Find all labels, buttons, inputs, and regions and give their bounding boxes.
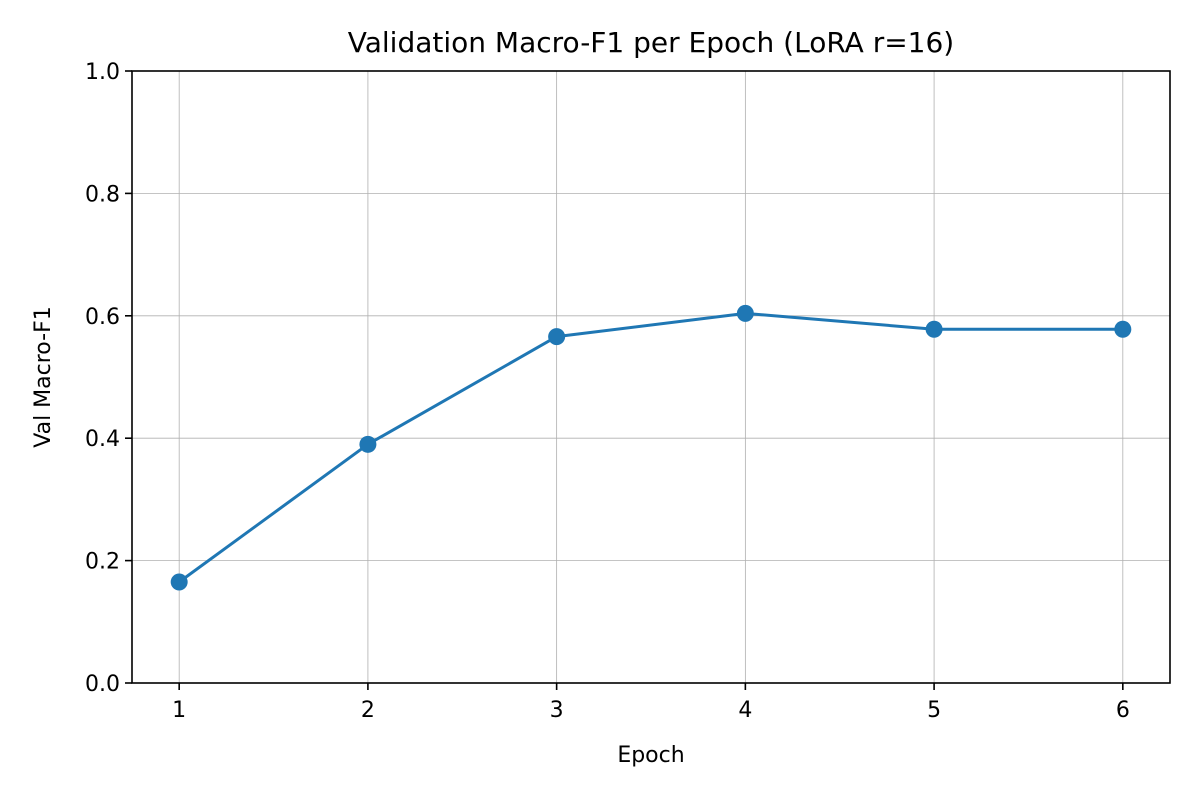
data-point-marker [548, 328, 566, 346]
plot-area-frame [131, 70, 1171, 684]
y-tick-label: 0.4 [85, 427, 120, 452]
y-tick-label: 0.0 [85, 672, 120, 697]
x-axis-title: Epoch [617, 743, 684, 768]
x-tick-label: 6 [1116, 698, 1130, 723]
y-tick-label: 0.2 [85, 550, 120, 575]
y-tick-label: 0.8 [85, 182, 120, 207]
series-layer [170, 304, 1132, 591]
y-tick-label: 1.0 [85, 60, 120, 85]
x-tick-label: 4 [738, 698, 752, 723]
y-axis-title: Val Macro-F1 [31, 306, 56, 448]
axis-ticks: 1 2 3 4 5 6 0.0 0.2 0.4 0.6 0.8 1.0 [85, 60, 1130, 723]
chart-title: Validation Macro-F1 per Epoch (LoRA r=16… [348, 26, 954, 59]
data-point-marker [359, 435, 377, 453]
series-line [178, 311, 1123, 584]
data-point-marker [170, 573, 188, 591]
data-point-marker [736, 304, 754, 322]
data-point-marker [925, 320, 943, 338]
data-point-marker [1114, 320, 1132, 338]
y-tick-label: 0.6 [85, 305, 120, 330]
x-tick-label: 5 [927, 698, 941, 723]
x-tick-label: 1 [172, 698, 186, 723]
x-tick-label: 3 [550, 698, 564, 723]
x-tick-label: 2 [361, 698, 375, 723]
